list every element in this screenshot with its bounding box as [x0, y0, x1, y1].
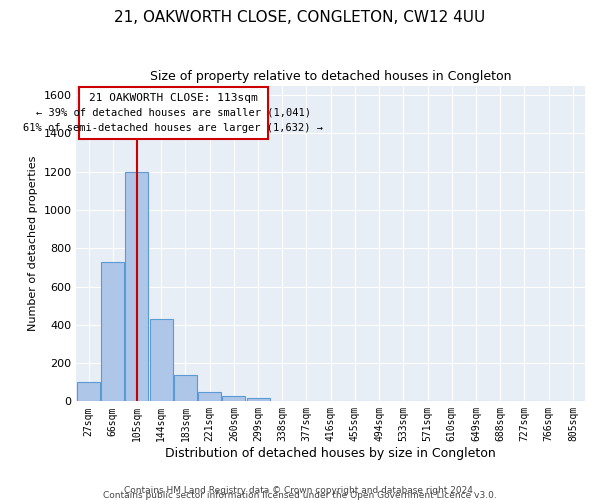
- Text: Contains public sector information licensed under the Open Government Licence v3: Contains public sector information licen…: [103, 490, 497, 500]
- Bar: [198, 392, 221, 402]
- Bar: [77, 382, 100, 402]
- FancyBboxPatch shape: [79, 86, 268, 139]
- Text: Contains HM Land Registry data © Crown copyright and database right 2024.: Contains HM Land Registry data © Crown c…: [124, 486, 476, 495]
- Text: 21, OAKWORTH CLOSE, CONGLETON, CW12 4UU: 21, OAKWORTH CLOSE, CONGLETON, CW12 4UU: [115, 10, 485, 25]
- Bar: [174, 376, 197, 402]
- Bar: [101, 262, 124, 402]
- Text: 61% of semi-detached houses are larger (1,632) →: 61% of semi-detached houses are larger (…: [23, 122, 323, 132]
- Y-axis label: Number of detached properties: Number of detached properties: [28, 156, 38, 331]
- Text: ← 39% of detached houses are smaller (1,041): ← 39% of detached houses are smaller (1,…: [36, 108, 311, 118]
- Bar: [247, 398, 269, 402]
- X-axis label: Distribution of detached houses by size in Congleton: Distribution of detached houses by size …: [166, 447, 496, 460]
- Text: 21 OAKWORTH CLOSE: 113sqm: 21 OAKWORTH CLOSE: 113sqm: [89, 93, 257, 103]
- Bar: [223, 396, 245, 402]
- Bar: [125, 172, 148, 402]
- Title: Size of property relative to detached houses in Congleton: Size of property relative to detached ho…: [150, 70, 511, 83]
- Bar: [149, 319, 173, 402]
